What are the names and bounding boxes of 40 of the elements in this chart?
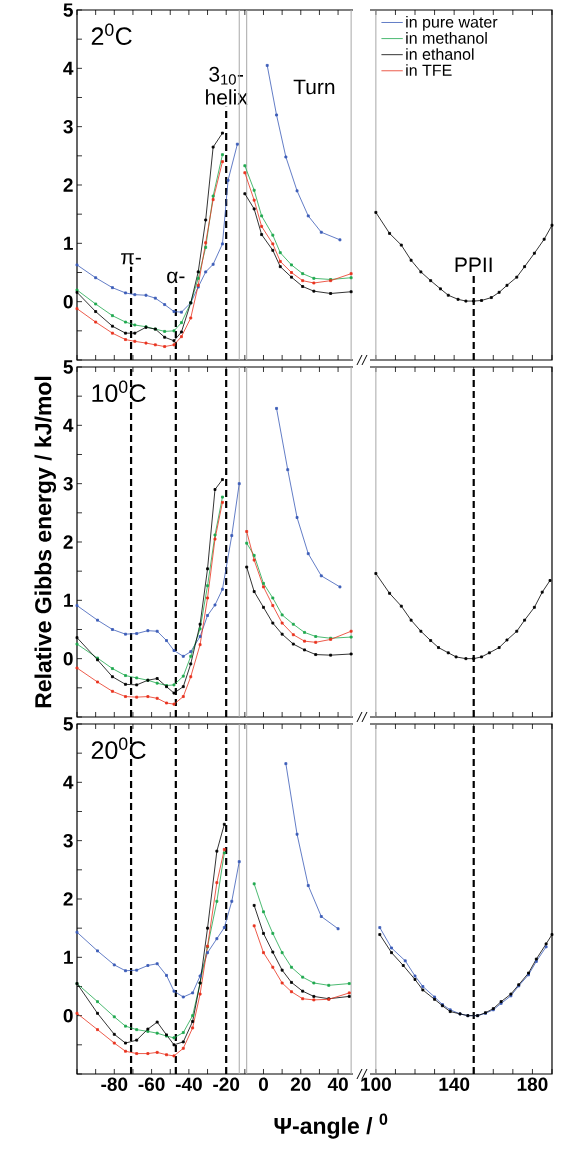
legend-label: in pure water	[406, 15, 498, 31]
y-tick-label: 1	[64, 236, 73, 250]
y-tick-label: 2	[63, 178, 73, 192]
y-tick-label: 2	[63, 892, 73, 906]
x-tick-label: 20	[290, 1077, 311, 1091]
x-tick-label: -20	[213, 1077, 240, 1091]
y-tick-label: 3	[63, 119, 73, 134]
x-tick-label: 0	[258, 1077, 268, 1091]
annotation: Turn	[293, 79, 335, 95]
x-axis-title: Ψ-angle / $^{0}$	[274, 1113, 388, 1139]
y-tick-label: 4	[63, 61, 74, 75]
y-tick-label: 2	[63, 535, 73, 549]
y-tick-label: 5	[63, 717, 73, 731]
x-tick-label: 40	[327, 1077, 348, 1091]
legend-label: in TFE	[406, 64, 452, 76]
y-tick-label: 4	[63, 418, 74, 432]
chart-title: 2$^{0}$C	[91, 23, 132, 46]
y-tick-label: 0	[63, 1008, 73, 1023]
y-tick-label: 3	[63, 833, 73, 848]
y-tick-label: 4	[63, 775, 74, 789]
y-tick-label: 1	[64, 950, 73, 964]
ref-line-label: PPII	[455, 257, 492, 273]
ref-line-label: π-	[121, 253, 141, 265]
y-tick-label: 3	[63, 476, 73, 491]
x-tick-label: -40	[175, 1077, 202, 1091]
x-tick-label: 180	[517, 1077, 548, 1091]
y-axis-title: Relative Gibbs energy / kJ/mol	[34, 376, 57, 708]
x-tick-label: -80	[101, 1077, 128, 1091]
legend-label: in ethanol	[406, 48, 474, 60]
ref-line-label: 3$_{10}$-helix	[206, 66, 248, 105]
y-tick-label: 0	[63, 294, 73, 309]
y-tick-label: 5	[63, 360, 73, 374]
x-tick-label: 100	[361, 1077, 391, 1091]
y-tick-label: 1	[64, 593, 73, 607]
y-tick-label: 5	[63, 3, 73, 17]
x-tick-label: 140	[439, 1077, 470, 1091]
ref-line-label: α-	[167, 271, 185, 284]
legend-label: in methanol	[406, 32, 487, 44]
x-tick-label: -60	[138, 1077, 165, 1091]
y-tick-label: 0	[63, 651, 73, 666]
